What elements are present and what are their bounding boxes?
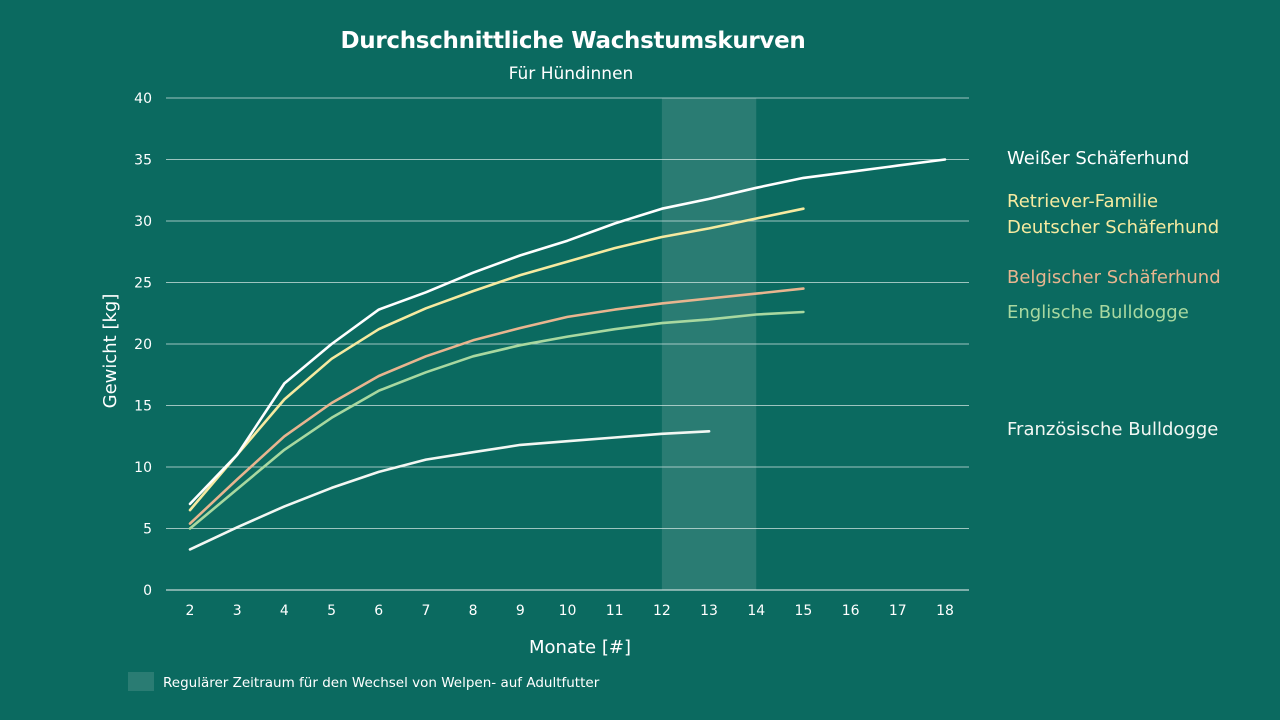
x-tick-label: 9 xyxy=(516,603,525,619)
series-labels: Weißer Schäferhund Retriever-Familie Deuts… xyxy=(1007,148,1221,440)
x-tick-label: 13 xyxy=(700,603,718,619)
highlight-legend-label: Regulärer Zeitraum für den Wechsel von W… xyxy=(163,675,600,691)
series-line xyxy=(188,287,805,525)
series-line xyxy=(188,429,711,551)
y-tick-label: 25 xyxy=(134,276,152,292)
y-tick-label: 20 xyxy=(134,337,152,353)
y-tick-label: 15 xyxy=(134,399,152,415)
x-tick-label: 18 xyxy=(936,603,954,619)
y-tick-label: 30 xyxy=(134,214,152,230)
x-tick-label: 3 xyxy=(233,603,242,619)
series-label: Englische Bulldogge xyxy=(1007,302,1189,323)
y-tick-label: 0 xyxy=(143,583,152,599)
x-tick-label: 16 xyxy=(842,603,860,619)
x-tick-label: 15 xyxy=(795,603,813,619)
x-tick-label: 8 xyxy=(469,603,478,619)
x-tick-label: 12 xyxy=(653,603,671,619)
series-label: Französische Bulldogge xyxy=(1007,419,1218,440)
x-tick-label: 4 xyxy=(280,603,289,619)
y-tick-label: 40 xyxy=(134,91,152,107)
x-tick-label: 14 xyxy=(747,603,765,619)
series-lines xyxy=(188,158,947,551)
y-tick-label: 35 xyxy=(134,153,152,169)
series-label: Retriever-Familie xyxy=(1007,191,1158,212)
x-tick-label: 5 xyxy=(327,603,336,619)
chart-title: Durchschnittliche Wachstumskurven xyxy=(340,28,805,54)
y-tick-label: 10 xyxy=(134,460,152,476)
x-axis-label: Monate [#] xyxy=(529,637,631,658)
series-label: Belgischer Schäferhund xyxy=(1007,267,1221,288)
x-tick-label: 2 xyxy=(186,603,195,619)
x-tick-label: 11 xyxy=(606,603,624,619)
series-label: Deutscher Schäferhund xyxy=(1007,217,1219,238)
x-tick-label: 6 xyxy=(374,603,383,619)
series-line xyxy=(188,310,805,530)
highlight-legend-swatch xyxy=(128,672,154,691)
y-axis-label: Gewicht [kg] xyxy=(100,294,121,409)
series-line xyxy=(188,158,947,506)
y-tick-label: 5 xyxy=(143,522,152,538)
chart-subtitle: Für Hündinnen xyxy=(509,64,634,84)
x-tick-labels: 2 3 4 5 6 7 8 9 10 11 12 13 14 15 16 17 18 xyxy=(186,603,954,619)
series-line xyxy=(188,207,805,512)
y-tick-labels: 0 5 10 15 20 25 30 35 40 xyxy=(134,91,152,599)
x-tick-label: 10 xyxy=(559,603,577,619)
x-tick-label: 17 xyxy=(889,603,907,619)
x-tick-label: 7 xyxy=(421,603,430,619)
grid-layer xyxy=(166,97,969,591)
series-label: Weißer Schäferhund xyxy=(1007,148,1189,169)
